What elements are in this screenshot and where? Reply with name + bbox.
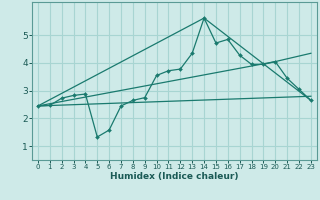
X-axis label: Humidex (Indice chaleur): Humidex (Indice chaleur) bbox=[110, 172, 239, 181]
